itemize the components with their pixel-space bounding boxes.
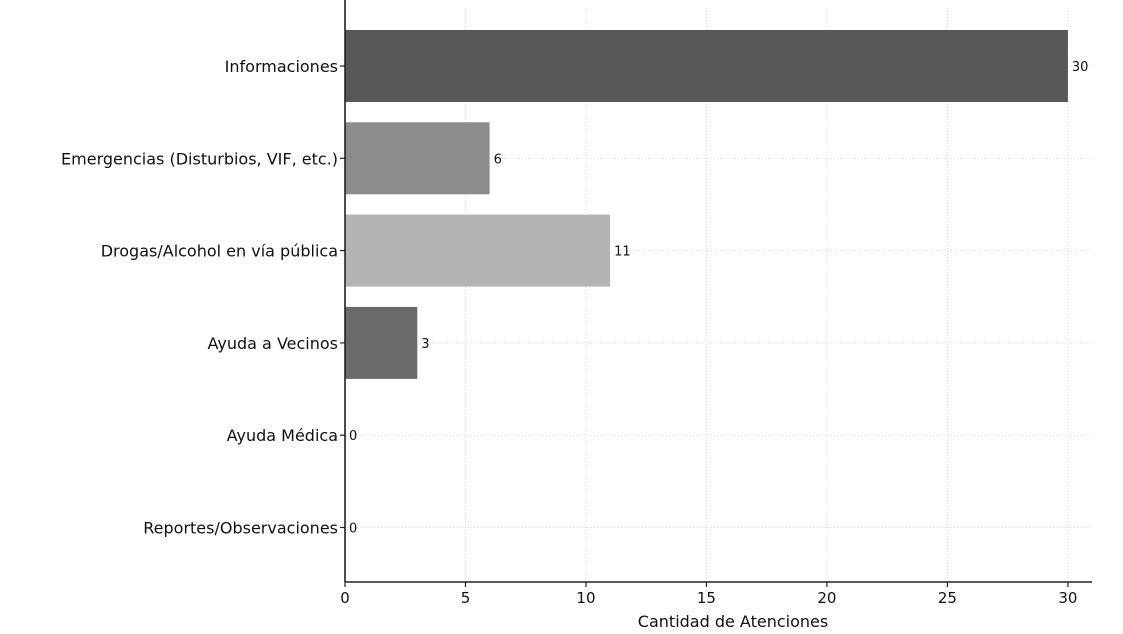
data-label: 30 [1072, 60, 1089, 75]
x-tick-label: 5 [461, 589, 471, 607]
bar [345, 30, 1068, 102]
x-tick-label: 25 [938, 589, 957, 607]
x-tick-label: 20 [817, 589, 836, 607]
data-label: 6 [494, 152, 502, 167]
data-label: 0 [349, 429, 357, 444]
category-label: Reportes/Observaciones [143, 519, 338, 538]
bar [345, 122, 490, 195]
data-label: 11 [614, 245, 631, 260]
category-label: Ayuda Médica [227, 426, 338, 445]
category-label: Drogas/Alcohol en vía pública [101, 242, 338, 261]
bar-layer [345, 30, 1068, 379]
data-label: 0 [349, 522, 357, 537]
x-tick-label: 10 [576, 589, 595, 607]
axis-layer [340, 0, 1092, 587]
x-axis-title: Cantidad de Atenciones [638, 612, 828, 631]
category-label: Emergencias (Disturbios, VIF, etc.) [61, 149, 338, 168]
x-tick-label: 30 [1058, 589, 1077, 607]
category-label: Informaciones [225, 57, 338, 76]
x-tick-label: 0 [340, 589, 350, 607]
bar [345, 306, 418, 379]
bar [345, 214, 611, 287]
x-tick-label: 15 [697, 589, 716, 607]
category-label: Ayuda a Vecinos [208, 334, 338, 353]
data-label: 3 [421, 337, 429, 352]
